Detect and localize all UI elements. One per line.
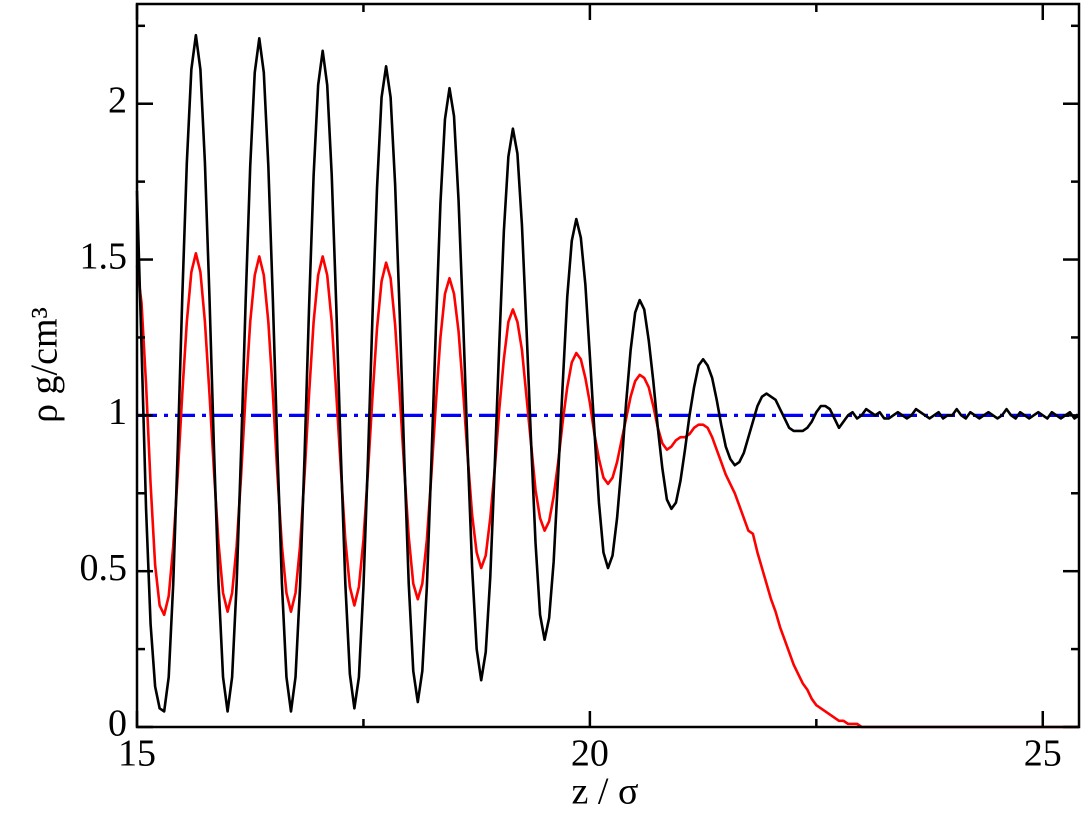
y-tick-label: 2	[108, 79, 127, 121]
x-axis-label: z / σ	[572, 771, 639, 813]
y-tick-label: 0.5	[80, 547, 128, 589]
x-tick-label: 20	[571, 733, 609, 775]
y-tick-label: 1.5	[80, 235, 128, 277]
y-tick-label: 0	[108, 703, 127, 745]
x-tick-label: 25	[1024, 733, 1062, 775]
plot-frame	[135, 2, 1081, 729]
x-tick-label: 15	[118, 733, 156, 775]
y-axis-label: ρ g/cm³	[24, 307, 66, 423]
data-line	[135, 33, 1080, 713]
y-tick-label: 1	[108, 391, 127, 433]
